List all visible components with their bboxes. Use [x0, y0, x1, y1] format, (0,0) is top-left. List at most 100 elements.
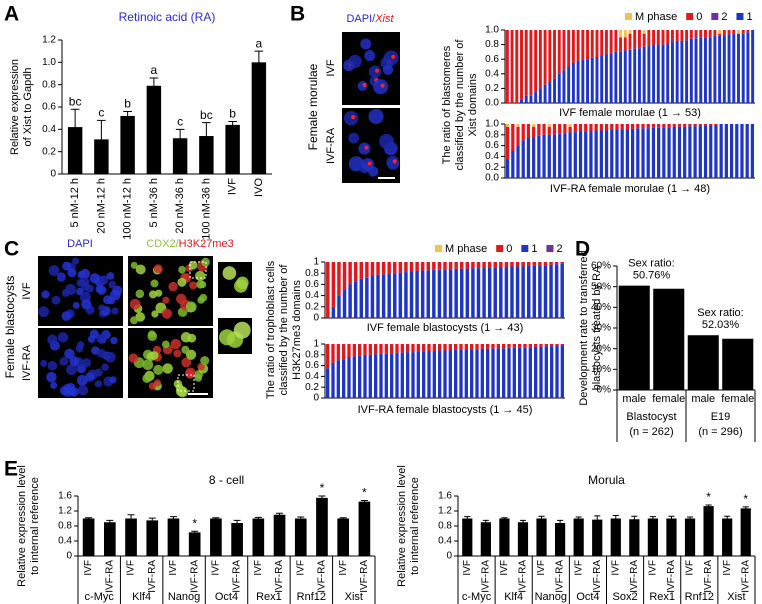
bar-segment — [347, 357, 351, 398]
micrograph-cell — [106, 272, 115, 280]
x-tick-label: IVF-RA — [592, 560, 603, 593]
bar-segment — [589, 124, 593, 132]
bar-segment — [538, 265, 542, 318]
bar — [210, 518, 222, 556]
y-axis-label: The ratio of trophoblast cells — [265, 260, 277, 399]
bar-segment — [642, 46, 646, 103]
group-label: Female blastocysts — [3, 276, 17, 379]
bar — [740, 508, 751, 556]
legend-label: 2 — [721, 11, 727, 23]
bar-segment — [680, 40, 684, 103]
micrograph-cell — [360, 38, 372, 50]
bar-segment — [512, 347, 516, 398]
bar-segment — [667, 127, 671, 178]
bar-segment — [558, 133, 562, 178]
bar-segment — [642, 33, 646, 47]
panel-label: A — [4, 3, 19, 26]
bar-segment — [342, 290, 347, 318]
bar-segment — [331, 362, 335, 398]
bar-segment — [448, 269, 453, 318]
bar-segment — [670, 42, 674, 103]
bar-segment — [363, 354, 367, 398]
micrograph-dot — [351, 115, 356, 120]
significance-label: c — [177, 115, 183, 129]
bar-segment — [528, 347, 532, 398]
x-tick-label: IVF-RA — [317, 560, 328, 593]
bar-segment — [524, 30, 528, 96]
bar-segment — [511, 151, 515, 178]
panel-label: D — [575, 238, 590, 261]
bar-segment — [529, 95, 533, 103]
micrograph-cell — [85, 372, 95, 382]
bar-segment — [532, 262, 537, 266]
y-axis-label: The ratio of blastomeres — [441, 45, 453, 164]
bar-segment — [538, 262, 542, 266]
y-tick-label: 60% — [591, 261, 611, 272]
bar-segment — [557, 30, 561, 74]
bar-segment — [521, 124, 525, 141]
micrograph-cell — [48, 265, 60, 276]
error-bar — [127, 514, 135, 523]
legend-label: 1 — [531, 243, 537, 255]
x-tick-label: IVF — [648, 560, 659, 576]
error-bar — [668, 515, 675, 522]
micrograph-cell — [111, 307, 119, 315]
bar-segment — [689, 38, 693, 104]
micrograph-cell — [201, 257, 210, 267]
bar-segment — [576, 30, 580, 61]
significance-label: * — [320, 481, 325, 495]
x-tick-label: IVF — [462, 560, 473, 576]
micrograph-cell — [107, 296, 116, 305]
y-tick-label: 0.6 — [485, 140, 499, 151]
micrograph-cell — [96, 348, 106, 358]
bar-segment — [708, 37, 712, 103]
micrograph-cell — [161, 308, 173, 319]
x-tick-label: male — [622, 393, 646, 405]
error-bar — [318, 495, 326, 501]
bar-segment — [420, 262, 425, 271]
bar-segment — [534, 30, 538, 93]
bar-segment — [646, 128, 650, 178]
bar-segment — [547, 126, 551, 135]
bar-segment — [437, 262, 442, 270]
bar-segment — [688, 124, 692, 127]
bar — [251, 62, 267, 175]
bar-segment — [600, 55, 604, 103]
y-tick-label: 0.2 — [305, 382, 319, 393]
error-bar — [538, 515, 545, 522]
error-bar — [276, 512, 284, 517]
legend-swatch — [521, 245, 529, 252]
y-axis-label: Relative expression level — [396, 465, 408, 587]
micrograph-cell — [81, 299, 92, 310]
micrograph-cell — [79, 268, 91, 279]
y-axis-label: Development rate to transferred — [578, 250, 590, 405]
y-tick-label: 0.2 — [485, 83, 499, 94]
legend-label: 2 — [556, 243, 562, 255]
bar-segment — [393, 273, 397, 318]
micrograph-cell — [187, 333, 197, 343]
micrograph-cell — [75, 344, 84, 353]
bar-segment — [694, 35, 698, 39]
bar-segment — [532, 126, 536, 138]
bar-segment — [534, 344, 538, 347]
annotation: 50.76% — [633, 270, 671, 282]
bar-segment — [422, 351, 426, 398]
bar-segment — [675, 40, 679, 103]
bar-segment — [353, 281, 358, 318]
bar-segment — [537, 135, 541, 178]
micrograph-cell — [219, 329, 236, 346]
bar-segment — [368, 344, 372, 355]
bar-segment — [539, 346, 543, 398]
bar-segment — [623, 30, 627, 38]
micrograph-cell — [178, 265, 186, 274]
bar-segment — [573, 132, 577, 178]
micrograph-cell — [47, 360, 58, 371]
x-axis-label: IVF-RA female morulae (1 → 48) — [550, 183, 710, 195]
bar-segment — [398, 262, 403, 273]
error-bar — [212, 517, 220, 520]
bar-segment — [510, 262, 514, 267]
bar-segment — [486, 344, 490, 349]
zoom-box — [177, 374, 195, 392]
error-bar — [70, 108, 80, 146]
